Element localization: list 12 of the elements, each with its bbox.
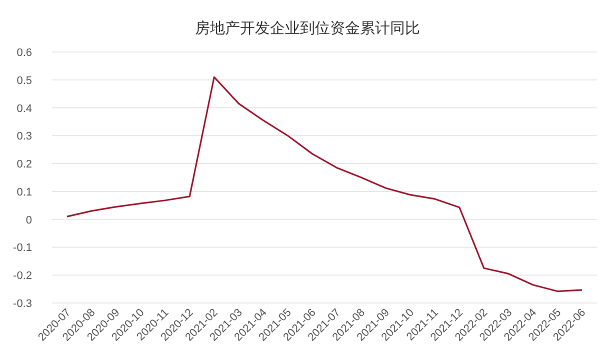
- y-tick-label: 0: [26, 214, 32, 226]
- y-tick-label: -0.3: [13, 298, 32, 310]
- y-tick-label: -0.1: [13, 242, 32, 254]
- y-tick-label: 0.5: [16, 74, 32, 87]
- y-tick-label: 0.1: [16, 186, 32, 198]
- y-tick-label: -0.2: [13, 270, 32, 282]
- chart-title: 房地产开发企业到位资金累计同比: [195, 20, 420, 37]
- y-tick-label: 0.6: [16, 47, 32, 59]
- y-tick-label: 0.4: [16, 102, 32, 115]
- line-series: [66, 76, 583, 292]
- y-tick-label: 0.2: [16, 158, 32, 171]
- y-tick-label: 0.3: [16, 130, 32, 143]
